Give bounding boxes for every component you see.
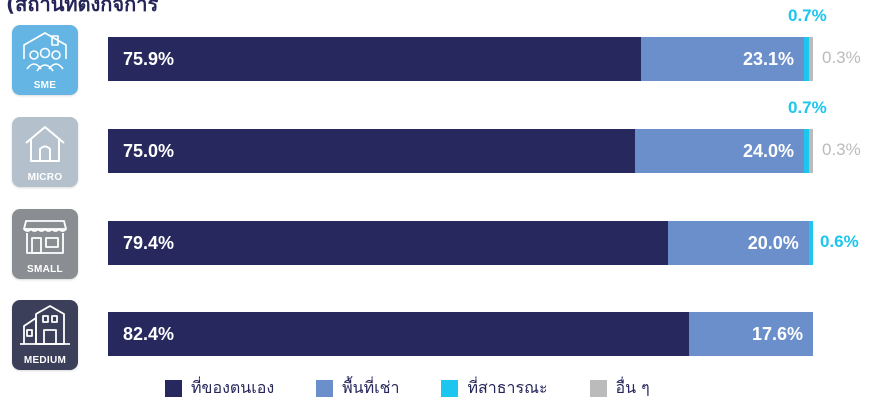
bar-segment-public (804, 37, 809, 81)
chart-title: (สถานที่ตั้งกิจการ (6, 0, 159, 16)
category-tile-micro: MICRO (12, 117, 78, 187)
bar-track: 75.0% 24.0% (108, 129, 813, 173)
legend-label-own: ที่ของตนเอง (191, 378, 275, 397)
chart-row-small: SMALL 79.4% 20.0% 0.6% (0, 209, 875, 289)
data-label-own: 75.0% (123, 141, 175, 161)
bar-track: 75.9% 23.1% (108, 37, 813, 81)
legend-item-rent: พื้นที่เช่า (316, 376, 399, 401)
data-label-public: 0.6% (820, 232, 859, 251)
category-tile-sme: SME (12, 25, 78, 95)
category-label: MICRO (27, 172, 63, 183)
bar-segment-own: 82.4% (108, 312, 689, 356)
legend-item-public: ที่สาธารณะ (441, 376, 548, 401)
data-label-rent: 17.6% (751, 324, 803, 344)
people-building-icon (12, 25, 78, 77)
category-tile-medium: MEDIUM (12, 300, 78, 370)
data-label-own: 79.4% (123, 233, 175, 253)
legend-item-own: ที่ของตนเอง (165, 376, 274, 401)
data-label-rent: 23.1% (743, 49, 795, 69)
data-label-rent: 20.0% (747, 233, 799, 253)
data-label-own: 75.9% (123, 49, 175, 69)
data-label-other: 0.3% (822, 48, 861, 67)
data-label-rent: 24.0% (743, 141, 795, 161)
bar-segment-public (808, 221, 813, 265)
chart-row-micro: MICRO 75.0% 24.0% 0.7% 0.3% (0, 98, 875, 197)
data-label-own: 82.4% (123, 324, 175, 344)
category-label: MEDIUM (23, 355, 67, 366)
chart-row-sme: SME 75.9% 23.1% 0.7% 0.3% (0, 6, 875, 105)
chart-legend: ที่ของตนเอง พื้นที่เช่า ที่สาธารณะ อื่น … (165, 376, 692, 401)
bar-segment-other (808, 129, 813, 173)
bar-segment-own: 75.0% (108, 129, 635, 173)
bar-segment-rent: 24.0% (634, 129, 805, 173)
buildings-icon (12, 300, 78, 352)
bar-track: 79.4% 20.0% (108, 221, 813, 265)
legend-swatch-rent (316, 380, 334, 397)
chart-row-medium: MEDIUM 82.4% 17.6% (0, 300, 875, 380)
data-label-other: 0.3% (822, 140, 861, 159)
legend-label-rent: พื้นที่เช่า (342, 378, 400, 397)
data-label-public: 0.7% (788, 6, 827, 25)
category-label: SME (33, 80, 57, 91)
data-label-public: 0.7% (788, 98, 827, 117)
legend-item-other: อื่น ๆ (589, 376, 650, 401)
category-label: SMALL (27, 264, 63, 275)
category-tile-small: SMALL (12, 209, 78, 279)
legend-swatch-other (589, 380, 607, 397)
bar-segment-rent: 23.1% (641, 37, 805, 81)
house-icon (12, 117, 78, 169)
bar-segment-public (804, 129, 809, 173)
legend-swatch-own (165, 380, 182, 397)
legend-label-other: อื่น ๆ (615, 378, 650, 397)
bar-segment-own: 79.4% (108, 221, 668, 265)
bar-segment-own: 75.9% (108, 37, 642, 81)
legend-label-public: ที่สาธารณะ (467, 378, 548, 397)
bar-segment-other (808, 37, 813, 81)
bar-segment-rent: 20.0% (667, 221, 809, 265)
bar-segment-rent: 17.6% (688, 312, 813, 356)
shop-icon (12, 209, 78, 261)
legend-swatch-public (441, 380, 459, 397)
bar-track: 82.4% 17.6% (108, 312, 813, 356)
